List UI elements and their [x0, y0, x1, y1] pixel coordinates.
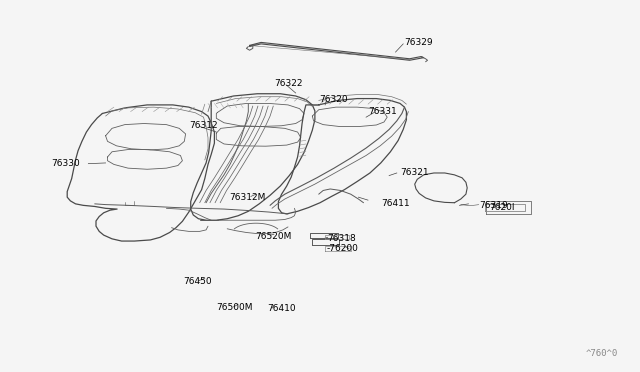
Text: 76320: 76320 [319, 95, 348, 104]
Text: 76322: 76322 [274, 79, 303, 88]
Text: 76319: 76319 [479, 201, 508, 210]
Text: 76411: 76411 [381, 199, 410, 208]
Text: 76450: 76450 [184, 278, 212, 286]
Text: 76321: 76321 [400, 169, 429, 177]
Text: ^760^0: ^760^0 [586, 349, 618, 358]
Text: -76200: -76200 [326, 244, 358, 253]
Text: 76330: 76330 [51, 159, 80, 168]
Text: 76312: 76312 [189, 121, 218, 130]
Text: 76331: 76331 [368, 107, 397, 116]
Text: 76520M: 76520M [255, 232, 291, 241]
Text: 76410: 76410 [268, 304, 296, 313]
Text: 7620l: 7620l [490, 203, 515, 212]
Text: 76329: 76329 [404, 38, 433, 47]
Text: 76318: 76318 [328, 234, 356, 243]
Text: 76312M: 76312M [229, 193, 266, 202]
Text: 76500M: 76500M [216, 303, 253, 312]
